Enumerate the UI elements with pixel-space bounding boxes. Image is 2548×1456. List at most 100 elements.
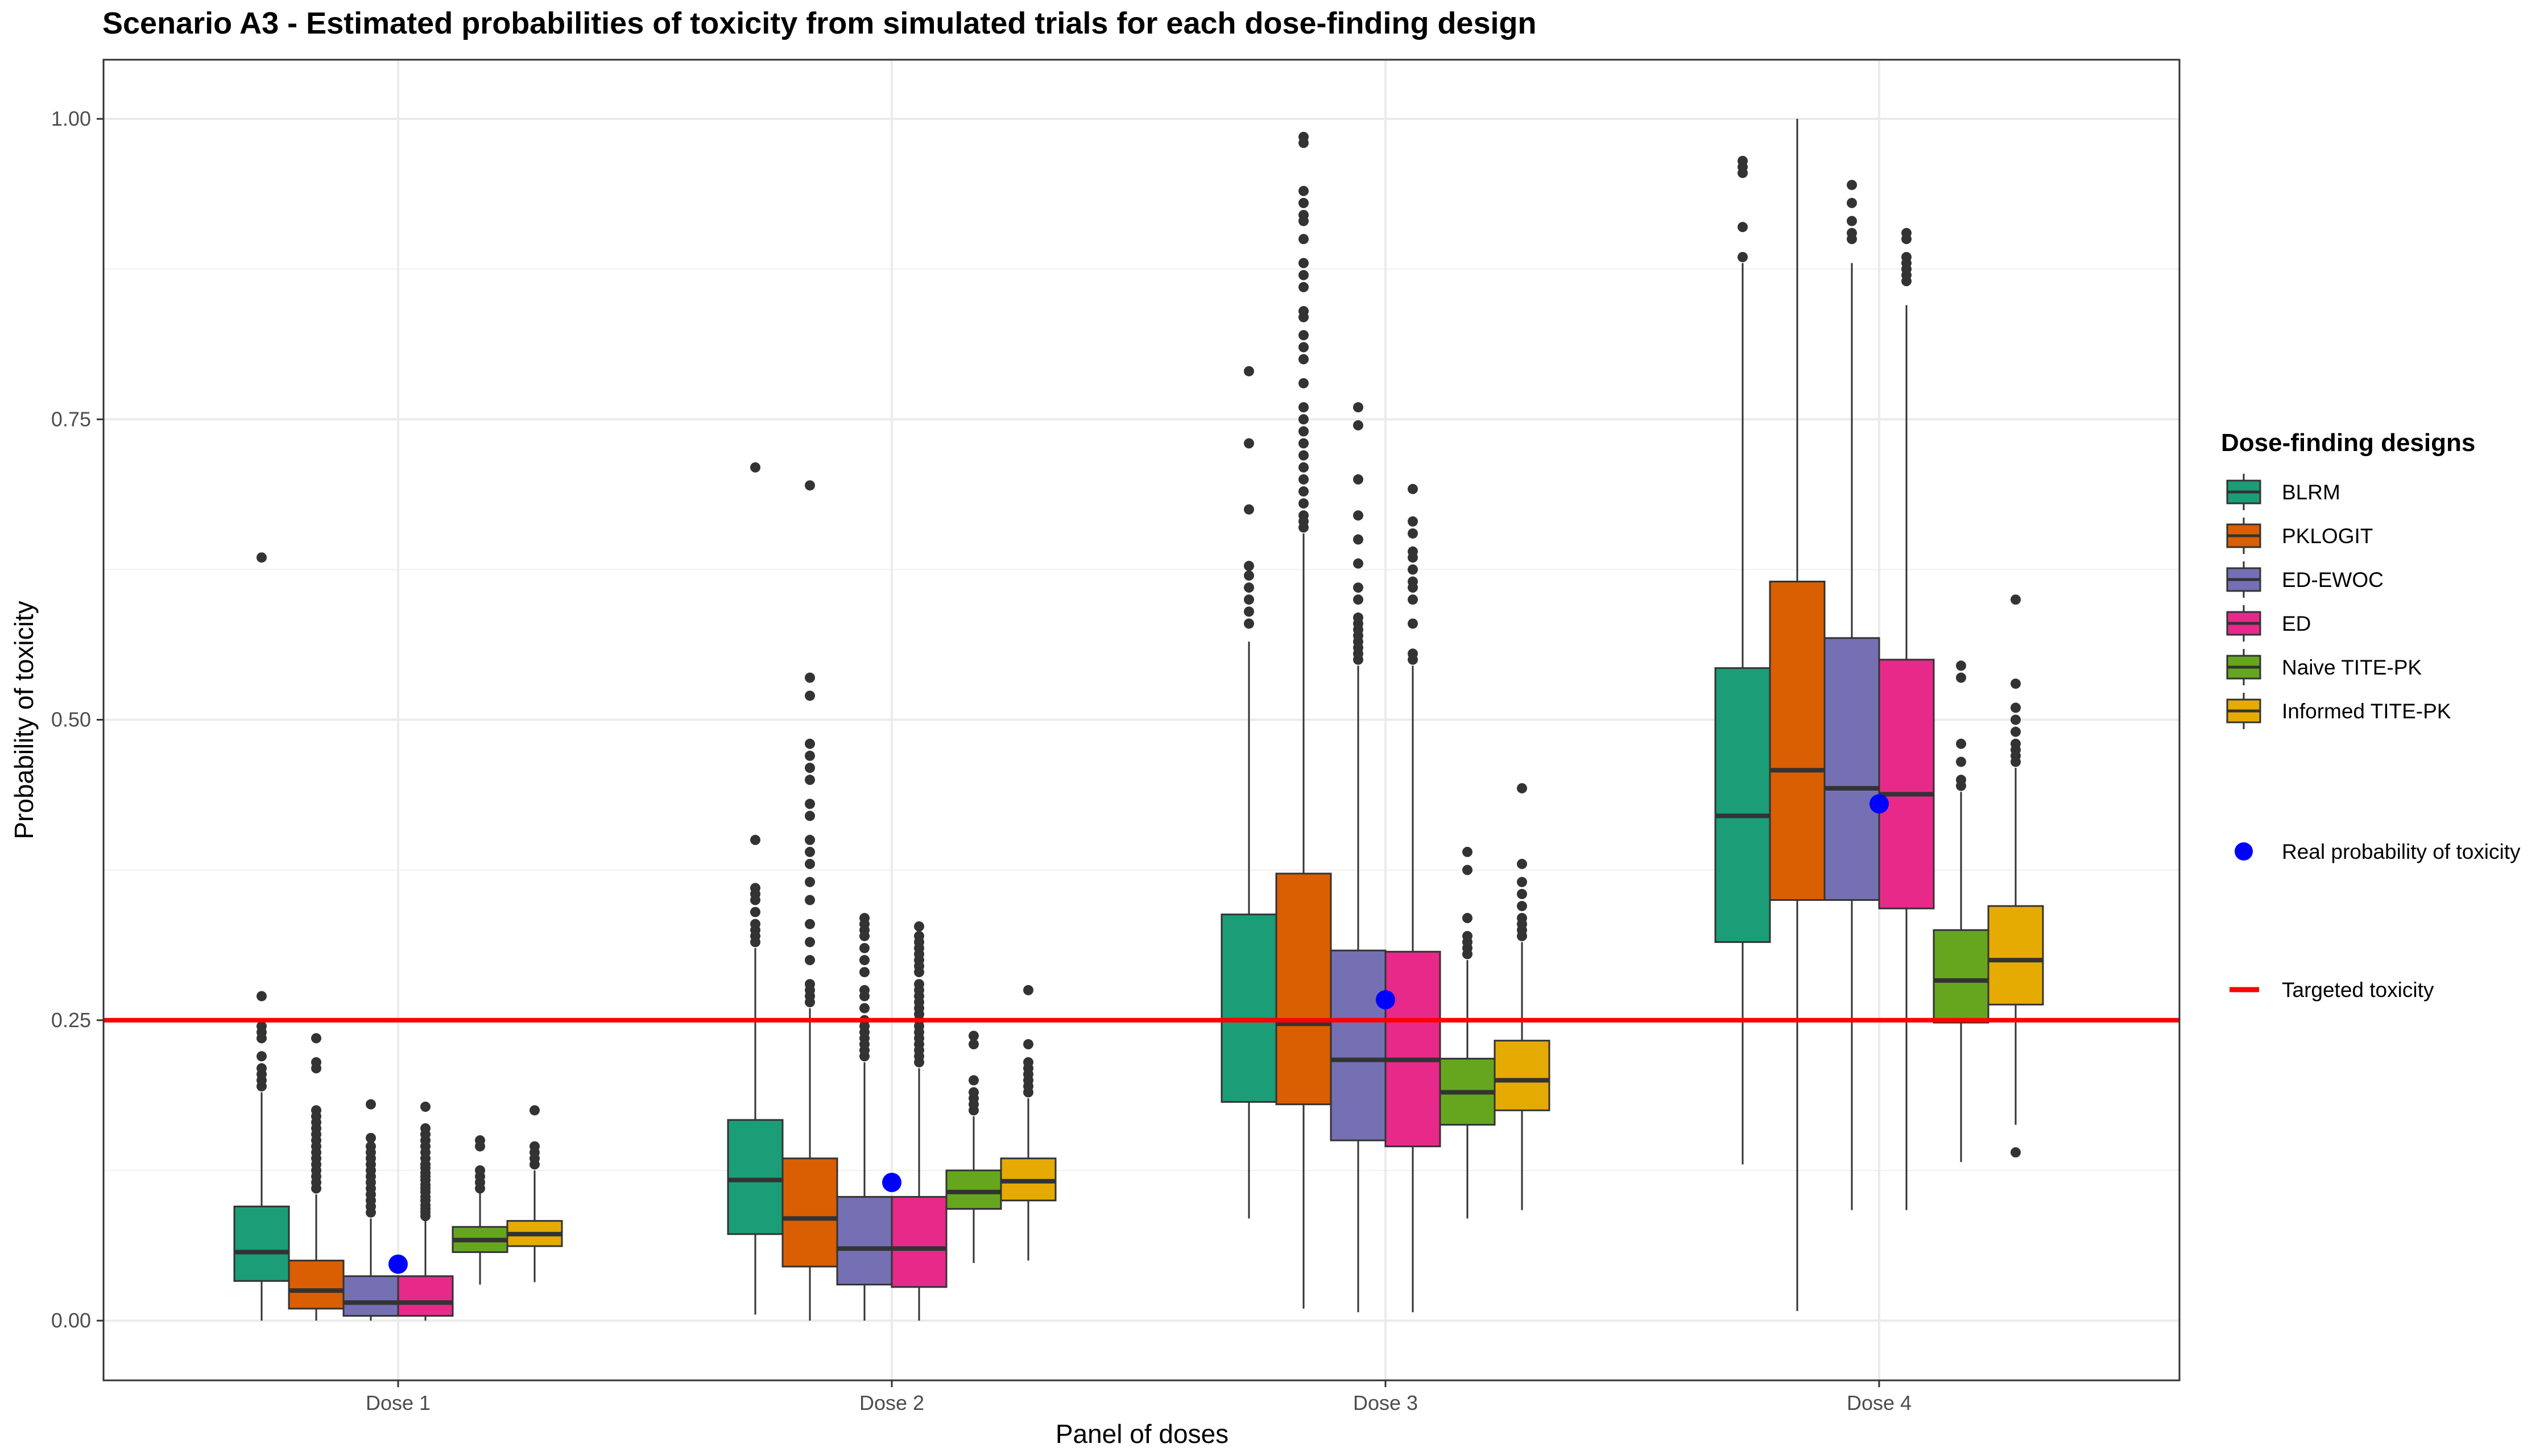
- outlier-point: [1298, 258, 1309, 268]
- outlier-point: [257, 1021, 267, 1032]
- box-ed-ewoc-dose-4: [1823, 180, 1880, 1210]
- x-tick-label: Dose 3: [1353, 1391, 1418, 1414]
- box-iqr: [836, 1196, 893, 1286]
- x-axis-title: Panel of doses: [1056, 1419, 1228, 1449]
- outlier-point: [1462, 930, 1472, 941]
- outlier-point: [1298, 438, 1309, 449]
- outlier-point: [2011, 594, 2021, 605]
- legend-item-ed: ED: [2226, 605, 2311, 642]
- outlier-point: [1462, 913, 1472, 924]
- outlier-point: [805, 799, 815, 809]
- box-naive-tite-pk-dose-4: [1933, 660, 1989, 1163]
- outlier-point: [805, 919, 815, 929]
- box-ed-ewoc-dose-1: [342, 1099, 399, 1321]
- box-layer: [233, 119, 2044, 1321]
- outlier-point: [805, 763, 815, 774]
- outlier-point: [1408, 576, 1418, 587]
- x-tick-label: Dose 2: [859, 1391, 924, 1414]
- outlier-point: [1298, 462, 1309, 473]
- outlier-point: [805, 979, 815, 990]
- box-iqr: [1275, 872, 1332, 1106]
- outlier-point: [1353, 594, 1363, 605]
- outlier-point: [805, 876, 815, 887]
- outlier-point: [366, 1099, 376, 1110]
- outlier-point: [1298, 210, 1309, 221]
- outlier-point: [1298, 426, 1309, 437]
- legend-label: Informed TITE-PK: [2282, 700, 2451, 723]
- outlier-point: [1847, 180, 1857, 191]
- y-tick-label: 0.75: [51, 407, 91, 431]
- outlier-point: [1023, 1039, 1033, 1050]
- legend-target-label: Targeted toxicity: [2282, 978, 2434, 1002]
- outlier-point: [311, 1057, 321, 1068]
- outlier-point: [1298, 306, 1309, 317]
- box-iqr: [1221, 913, 1277, 1103]
- real-probability-point: [882, 1173, 901, 1193]
- outlier-point: [859, 955, 870, 966]
- outlier-point: [1298, 486, 1309, 497]
- box-naive-tite-pk-dose-2: [945, 1031, 1002, 1263]
- box-iqr: [945, 1169, 1002, 1210]
- outlier-point: [1462, 846, 1472, 857]
- outlier-point: [805, 955, 815, 966]
- box-iqr: [1933, 929, 1989, 1024]
- real-probability-layer: [388, 794, 1889, 1274]
- outlier-point: [1298, 330, 1309, 341]
- box-iqr: [342, 1275, 399, 1317]
- box-iqr: [1714, 667, 1771, 943]
- box-iqr: [727, 1119, 784, 1235]
- box-pklogit-dose-3: [1275, 131, 1332, 1309]
- outlier-point: [1298, 342, 1309, 353]
- box-blrm-dose-1: [233, 552, 290, 1321]
- outlier-point: [1298, 270, 1309, 280]
- outlier-point: [859, 942, 870, 953]
- y-tick-label: 1.00: [51, 107, 91, 130]
- outlier-point: [1298, 450, 1309, 461]
- outlier-point: [1408, 648, 1418, 659]
- box-iqr: [1330, 949, 1387, 1141]
- legend-label: Naive TITE-PK: [2282, 656, 2422, 679]
- legend-item-pklogit: PKLOGIT: [2226, 518, 2373, 554]
- outlier-point: [257, 1051, 267, 1062]
- outlier-point: [1956, 672, 1966, 683]
- legend-item-naive-tite-pk: Naive TITE-PK: [2226, 649, 2422, 685]
- box-informed-tite-pk-dose-4: [1987, 594, 2044, 1158]
- outlier-point: [530, 1141, 540, 1152]
- outlier-point: [859, 1003, 870, 1014]
- outlier-point: [1298, 234, 1309, 245]
- box-iqr: [1823, 637, 1880, 901]
- outlier-point: [805, 775, 815, 785]
- y-tick-label: 0.00: [51, 1309, 91, 1332]
- outlier-point: [530, 1105, 540, 1116]
- outlier-point: [1244, 561, 1254, 572]
- outlier-point: [475, 1165, 485, 1176]
- legend-label: PKLOGIT: [2282, 524, 2373, 548]
- box-iqr: [1384, 950, 1441, 1148]
- y-axis: 0.00 0.25 0.50 0.75 1.00: [51, 107, 104, 1332]
- outlier-point: [1738, 155, 1748, 166]
- outlier-point: [1517, 888, 1527, 899]
- outlier-point: [1244, 438, 1254, 449]
- outlier-point: [1353, 510, 1363, 521]
- box-ed-dose-2: [891, 921, 948, 1321]
- real-probability-point: [388, 1254, 408, 1274]
- outlier-point: [1517, 913, 1527, 924]
- outlier-point: [1517, 901, 1527, 912]
- box-iqr: [397, 1275, 454, 1317]
- legend-item-informed-tite-pk: Informed TITE-PK: [2226, 693, 2451, 729]
- outlier-point: [1298, 510, 1309, 521]
- outlier-point: [1462, 864, 1472, 875]
- box-ed-dose-4: [1878, 228, 1935, 1210]
- box-iqr: [1494, 1040, 1550, 1111]
- outlier-point: [1298, 414, 1309, 425]
- outlier-point: [805, 846, 815, 857]
- outlier-point: [366, 1141, 376, 1152]
- outlier-point: [805, 672, 815, 683]
- box-iqr: [233, 1205, 290, 1282]
- outlier-point: [2011, 702, 2021, 713]
- outlier-point: [1738, 251, 1748, 262]
- outlier-point: [914, 930, 924, 941]
- outlier-point: [1738, 222, 1748, 233]
- outlier-point: [1847, 216, 1857, 226]
- x-tick-label: Dose 4: [1847, 1391, 1912, 1414]
